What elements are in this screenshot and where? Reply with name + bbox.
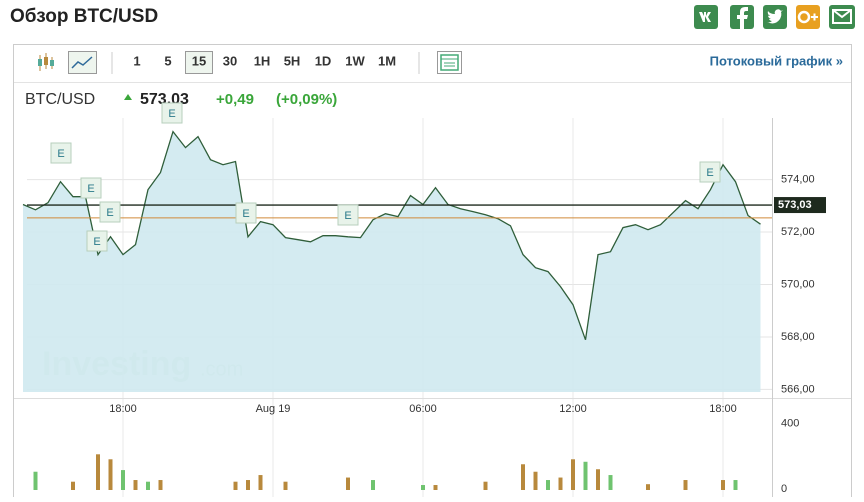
event-label: E [168, 108, 175, 120]
change-percent: (+0,09%) [276, 91, 337, 108]
frame [13, 44, 852, 502]
volume-bar [546, 480, 550, 490]
volume-bar [246, 480, 250, 490]
volume-bar [346, 477, 350, 490]
interval-button[interactable]: 1M [378, 53, 396, 68]
volume-bar [483, 481, 488, 490]
event-label: E [106, 207, 113, 219]
event-marker [99, 201, 121, 223]
volume-bar [258, 475, 263, 490]
x-tick-label: 18:00 [109, 403, 137, 415]
plot: Investing.com566,00568,00570,00572,00574… [14, 102, 851, 497]
y-tick-label: 574,00 [781, 174, 815, 186]
interval-button[interactable]: 1 [133, 53, 140, 68]
volume-bar [146, 481, 150, 490]
area [23, 131, 761, 392]
volume-tick-label: 0 [781, 483, 787, 495]
x-tick-label: Aug 19 [256, 403, 291, 415]
event-label: E [344, 210, 351, 222]
volume-bar [283, 481, 288, 490]
price-tag [774, 197, 826, 214]
interval-button[interactable]: 15 [192, 53, 206, 68]
volume-bar [371, 480, 375, 490]
volume-bar [608, 475, 613, 490]
candle-button[interactable] [38, 53, 54, 71]
price-tag-label: 573,03 [778, 199, 812, 211]
line [22, 130, 761, 341]
volume-tick-label: 400 [781, 417, 799, 429]
volume-bar [33, 471, 38, 490]
interval-button[interactable]: 5H [284, 53, 301, 68]
event-label: E [706, 167, 713, 179]
volume-bar [571, 459, 575, 490]
volume-bar [733, 480, 738, 490]
interval-button[interactable]: 5 [164, 53, 171, 68]
event-label: E [87, 183, 94, 195]
volume-bar [158, 480, 163, 490]
volume-bar [646, 484, 650, 490]
volume-bar [421, 485, 425, 490]
event-marker [80, 177, 102, 199]
interval-button[interactable]: 1H [254, 53, 271, 68]
event-marker [161, 102, 183, 124]
volume-bar [521, 464, 525, 490]
title: Обзор BTC/USD [10, 6, 158, 27]
y-tick-label: 572,00 [781, 226, 815, 238]
interval-buttons: 1 5 15 30 1H 5H 1D 1W 1M [133, 51, 396, 74]
event-label: E [57, 148, 64, 160]
volume-bar [583, 461, 588, 490]
volume-bar [558, 477, 563, 490]
interval-button[interactable]: 1W [345, 53, 365, 68]
interval-button[interactable]: 1D [315, 53, 332, 68]
volume-bar [533, 471, 538, 490]
event-marker [337, 204, 359, 226]
event-marker [235, 202, 257, 224]
symbol: BTC/USD [25, 91, 95, 108]
line-button[interactable] [68, 51, 97, 74]
volume-bar [721, 480, 725, 490]
x-tick-label: 12:00 [559, 403, 587, 415]
up-arrow [124, 94, 132, 100]
event-marker [699, 161, 721, 183]
volume-bar [96, 454, 100, 490]
x-tick-label: 18:00 [709, 403, 737, 415]
y-tick-label: 566,00 [781, 383, 815, 395]
event-marker [86, 230, 108, 252]
volume-bar [121, 470, 125, 490]
event-marker [50, 142, 72, 164]
volume-bar [108, 459, 113, 490]
y-tick-label: 568,00 [781, 331, 815, 343]
event-label: E [242, 208, 249, 220]
volume-bar [133, 480, 138, 490]
selected-interval [185, 51, 213, 74]
interval-button[interactable]: 30 [223, 53, 237, 68]
volume-bar [433, 485, 438, 490]
volume-bar [683, 480, 688, 490]
change: +0,49 [216, 91, 254, 108]
volume-bar [233, 481, 238, 490]
stream-link[interactable]: Потоковый график » [710, 53, 843, 68]
x-tick-label: 06:00 [409, 403, 437, 415]
y-tick-label: 570,00 [781, 278, 815, 290]
calendar-button[interactable] [437, 51, 462, 74]
event-label: E [93, 236, 100, 248]
social-icons [694, 5, 855, 29]
volume-bar [596, 469, 600, 490]
chart-type-buttons [38, 51, 462, 74]
volume-bar [71, 481, 75, 490]
